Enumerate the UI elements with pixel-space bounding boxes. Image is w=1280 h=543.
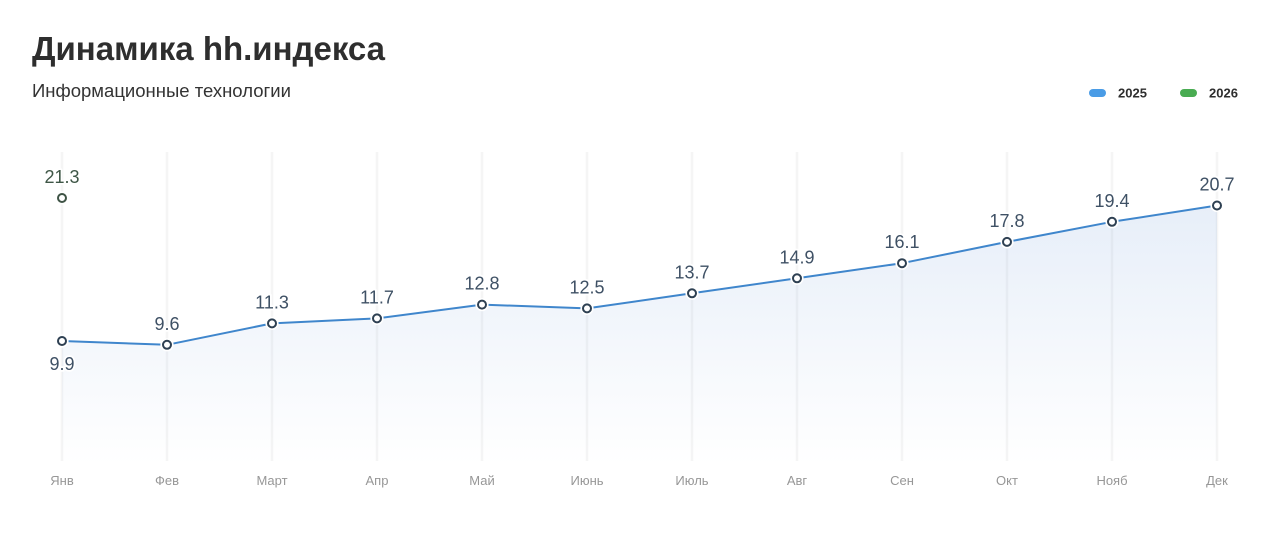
svg-text:Дек: Дек <box>1206 473 1228 488</box>
svg-text:14.9: 14.9 <box>779 247 814 267</box>
svg-text:11.3: 11.3 <box>255 292 289 312</box>
svg-text:Сен: Сен <box>890 473 914 488</box>
svg-text:2025: 2025 <box>1118 86 1147 101</box>
svg-text:12.8: 12.8 <box>464 274 499 294</box>
svg-text:Нояб: Нояб <box>1096 473 1127 488</box>
svg-text:Фев: Фев <box>155 473 179 488</box>
svg-text:Май: Май <box>469 473 494 488</box>
svg-text:20.7: 20.7 <box>1199 175 1234 195</box>
svg-text:Окт: Окт <box>996 473 1018 488</box>
svg-text:21.3: 21.3 <box>44 167 79 187</box>
svg-text:9.9: 9.9 <box>49 354 74 374</box>
svg-text:Апр: Апр <box>366 473 389 488</box>
svg-text:2026: 2026 <box>1209 86 1238 101</box>
svg-text:11.7: 11.7 <box>360 287 394 307</box>
svg-text:12.5: 12.5 <box>569 277 604 297</box>
svg-text:13.7: 13.7 <box>674 262 709 282</box>
svg-text:Янв: Янв <box>50 473 74 488</box>
svg-text:Авг: Авг <box>787 473 808 488</box>
svg-text:9.6: 9.6 <box>154 314 179 334</box>
svg-text:Июль: Июль <box>675 473 708 488</box>
svg-text:19.4: 19.4 <box>1094 191 1129 211</box>
svg-text:Июнь: Июнь <box>570 473 603 488</box>
svg-text:17.8: 17.8 <box>989 211 1024 231</box>
svg-text:Март: Март <box>256 473 287 488</box>
svg-text:16.1: 16.1 <box>884 232 919 252</box>
